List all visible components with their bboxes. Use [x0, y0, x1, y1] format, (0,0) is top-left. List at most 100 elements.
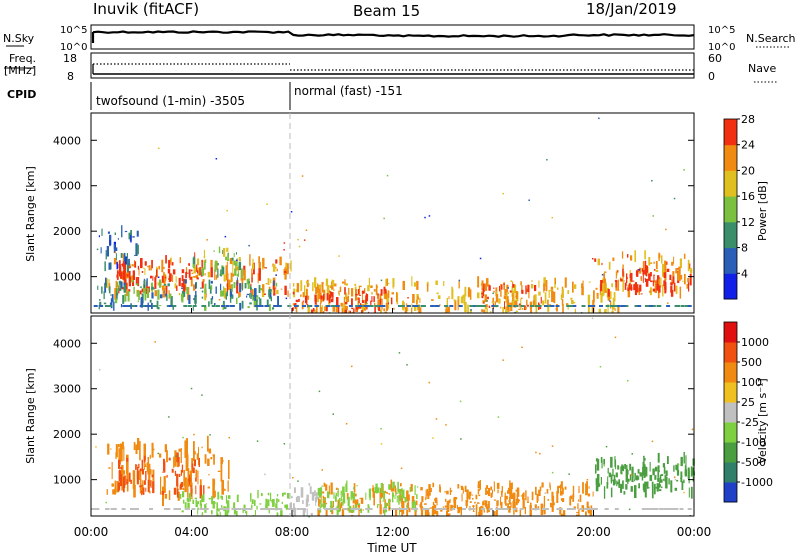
range-cell — [547, 306, 550, 312]
range-cell — [394, 495, 396, 499]
range-cell — [147, 266, 149, 268]
range-cell — [573, 301, 576, 304]
range-cell — [176, 483, 179, 495]
range-cell — [410, 483, 413, 492]
range-cell — [241, 282, 243, 291]
range-cell — [140, 297, 144, 307]
range-cell — [624, 305, 629, 307]
range-cell — [380, 488, 383, 499]
x-tick-label: 00:00 — [74, 525, 109, 539]
range-cell — [587, 493, 591, 497]
range-cell — [665, 228, 667, 231]
range-cell — [446, 510, 448, 516]
range-cell — [684, 469, 688, 477]
range-cell — [335, 305, 340, 307]
range-cell — [295, 496, 298, 503]
range-cell — [149, 490, 151, 494]
range-cell — [634, 250, 636, 263]
range-cell — [595, 287, 598, 290]
range-cell — [393, 307, 395, 310]
range-cell — [377, 505, 379, 508]
range-cell — [500, 496, 502, 506]
range-cell — [210, 457, 213, 460]
range-cell — [510, 502, 512, 508]
range-cell — [601, 274, 604, 276]
range-cell — [466, 506, 468, 509]
range-cell — [271, 508, 276, 510]
range-cell — [268, 304, 271, 312]
range-cell — [122, 295, 125, 304]
range-cell — [389, 499, 391, 502]
x-tick-label: 12:00 — [375, 525, 410, 539]
range-cell — [128, 232, 131, 240]
range-cell — [292, 291, 295, 295]
range-cell — [605, 305, 610, 307]
range-cell — [175, 276, 177, 283]
range-cell — [617, 279, 620, 291]
range-cell — [205, 503, 207, 505]
range-cell — [130, 230, 132, 235]
range-cell — [468, 491, 472, 496]
range-cell — [644, 484, 647, 498]
range-cell — [492, 292, 494, 295]
range-cell — [312, 282, 314, 292]
y-tick-label: 2000 — [53, 225, 81, 238]
range-cell — [184, 279, 187, 284]
range-cell — [426, 508, 429, 516]
range-cell — [397, 481, 399, 492]
range-cell — [343, 303, 346, 313]
range-cell — [677, 463, 680, 466]
colorbar-tick-label: 4 — [741, 267, 748, 280]
range-cell — [644, 265, 648, 274]
range-cell — [555, 305, 560, 307]
range-cell — [658, 285, 661, 293]
range-cell — [335, 497, 337, 502]
range-cell — [564, 277, 567, 288]
range-cell — [389, 507, 391, 509]
range-cell — [256, 505, 258, 510]
range-cell — [548, 290, 550, 298]
range-cell — [534, 294, 537, 307]
range-cell — [145, 285, 148, 294]
range-cell — [275, 274, 277, 276]
range-cell — [464, 302, 467, 313]
range-cell — [344, 309, 348, 313]
range-cell — [384, 311, 387, 313]
range-cell — [576, 514, 579, 516]
colorbar-segment — [724, 402, 737, 423]
range-cell — [267, 492, 270, 496]
range-cell — [164, 493, 168, 499]
range-cell — [202, 494, 205, 502]
range-cell — [116, 270, 119, 280]
range-cell — [324, 508, 328, 510]
range-cell — [193, 265, 196, 274]
range-cell — [145, 279, 147, 290]
range-cell — [340, 490, 342, 496]
range-cell — [507, 503, 509, 510]
range-cell — [494, 305, 499, 307]
range-cell — [357, 289, 360, 295]
range-cell — [283, 249, 285, 251]
range-cell — [621, 251, 624, 259]
range-cell — [638, 483, 640, 489]
range-cell — [163, 476, 166, 493]
range-cell — [551, 291, 554, 302]
range-cell — [656, 279, 659, 285]
range-cell — [502, 307, 504, 313]
range-cell — [305, 281, 309, 284]
range-cell — [621, 305, 626, 307]
range-cell — [224, 235, 227, 238]
range-cell — [572, 494, 575, 502]
range-cell — [539, 306, 542, 310]
range-cell — [173, 487, 177, 495]
range-cell — [302, 500, 304, 504]
range-cell — [193, 433, 195, 436]
range-cell — [616, 480, 618, 487]
range-cell — [653, 274, 655, 283]
range-cell — [135, 277, 138, 284]
range-cell — [237, 267, 239, 277]
range-cell — [178, 456, 180, 467]
range-cell — [521, 289, 524, 294]
range-cell — [283, 271, 287, 273]
range-cell — [114, 480, 117, 494]
